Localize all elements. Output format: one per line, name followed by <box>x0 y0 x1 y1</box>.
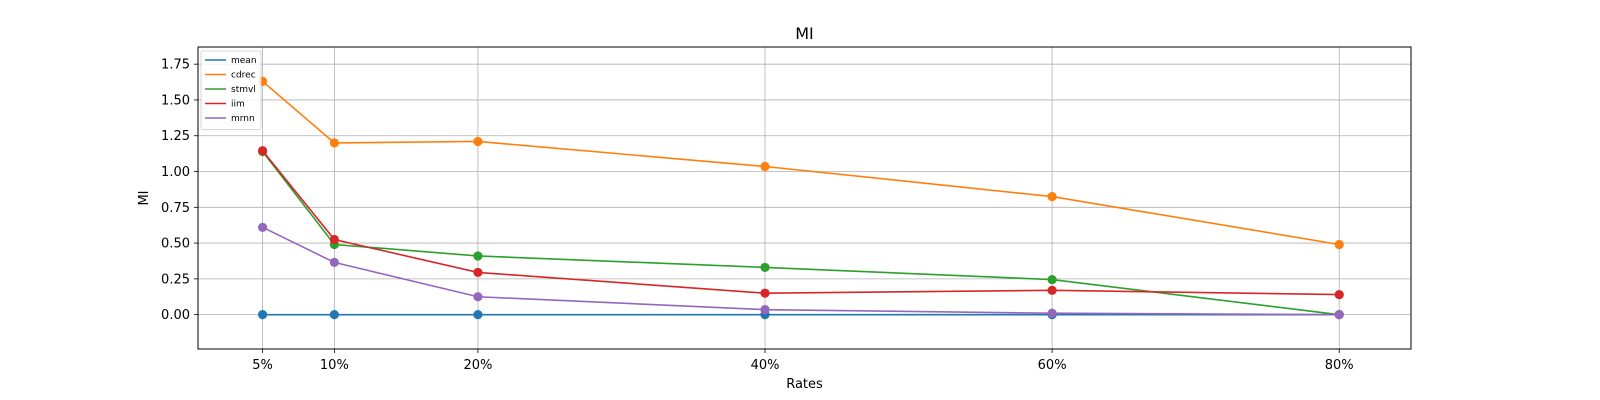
data-point <box>257 310 268 320</box>
y-tick-label: 0.75 <box>161 201 190 216</box>
data-point <box>329 257 339 268</box>
data-point <box>257 222 268 232</box>
y-tick-label: 1.25 <box>161 129 190 144</box>
data-point <box>329 138 339 148</box>
data-point <box>1334 239 1344 250</box>
data-point <box>473 251 483 261</box>
x-tick-label: 10% <box>320 358 349 373</box>
data-point <box>473 136 483 147</box>
data-point <box>329 310 339 320</box>
data-point <box>1334 290 1344 300</box>
y-axis: 0.00 0.25 0.50 0.75 1.00 1.25 1.50 1.75 <box>161 58 198 323</box>
legend-label: iim <box>231 100 245 110</box>
y-tick-label: 0.00 <box>161 308 190 323</box>
data-point <box>760 161 770 172</box>
series-line <box>261 150 1340 316</box>
x-tick-label: 80% <box>1325 358 1354 373</box>
data-point <box>473 310 483 320</box>
series-line <box>262 80 1340 246</box>
legend-label: mrnn <box>231 114 255 124</box>
y-tick-label: 0.50 <box>161 237 190 252</box>
data-point <box>1334 310 1344 320</box>
y-tick-label: 1.75 <box>161 58 190 73</box>
data-point <box>1047 308 1057 318</box>
data-point <box>760 288 770 298</box>
series-layer <box>257 76 1344 320</box>
series-line <box>261 150 1340 296</box>
legend-label: mean <box>231 56 257 66</box>
x-tick-label: 5% <box>252 358 273 373</box>
data-point <box>760 262 770 273</box>
legend: mean cdrec stmvl iim mrnn <box>200 50 262 130</box>
legend-label: cdrec <box>231 71 256 81</box>
data-point <box>1047 274 1057 285</box>
x-tick-label: 60% <box>1038 358 1067 373</box>
data-point <box>473 267 483 278</box>
legend-box <box>200 50 262 130</box>
chart-title: MI <box>795 24 814 43</box>
legend-label: stmvl <box>231 85 256 95</box>
x-axis-label: Rates <box>786 377 823 392</box>
plot-area <box>197 46 1412 350</box>
x-tick-label: 20% <box>463 358 492 373</box>
data-point <box>760 305 770 315</box>
x-axis: 5% 10% 20% 40% 60% 80% <box>252 349 1354 373</box>
series-mrnn <box>257 222 1344 320</box>
data-point <box>1047 191 1057 202</box>
y-axis-label: MI <box>137 190 152 205</box>
data-point <box>257 146 268 156</box>
data-point <box>473 292 483 302</box>
series-line <box>262 226 1340 316</box>
y-tick-label: 1.00 <box>161 165 190 180</box>
y-tick-label: 0.25 <box>161 272 190 287</box>
data-point <box>1047 285 1057 295</box>
series-iim <box>257 146 1344 300</box>
x-tick-label: 40% <box>751 358 780 373</box>
data-point <box>329 234 339 245</box>
y-tick-label: 1.50 <box>161 93 190 108</box>
